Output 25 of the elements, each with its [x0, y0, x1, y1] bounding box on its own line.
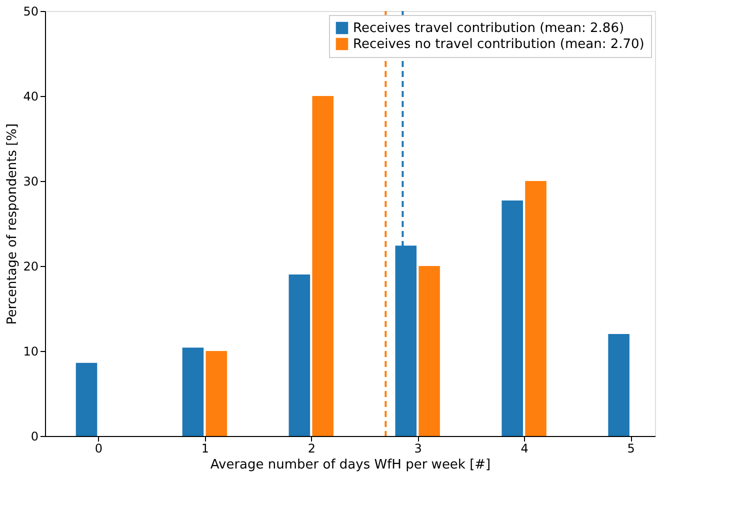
x-tick-label: 2 [308, 442, 316, 456]
x-axis-title: Average number of days WfH per week [#] [210, 458, 491, 472]
x-tick-label: 4 [520, 442, 528, 456]
bar [418, 266, 440, 436]
bar [182, 348, 204, 436]
bar [206, 351, 228, 436]
x-tick-label: 3 [414, 442, 422, 456]
x-tick-label: 1 [201, 442, 210, 456]
bar [288, 274, 310, 436]
bar [502, 200, 523, 436]
bar [76, 362, 98, 436]
y-tick-label: 40 [23, 90, 38, 104]
bar [525, 181, 546, 436]
legend-label: Receives no travel contribution (mean: 2.70) [353, 37, 644, 52]
y-tick-label: 50 [23, 4, 38, 18]
x-tick-label: 5 [627, 442, 635, 456]
y-tick-label: 0 [30, 430, 38, 444]
bar [608, 334, 630, 436]
x-tick-label: 0 [94, 442, 103, 456]
y-axis-title: Percentage of respondents [%] [5, 123, 20, 325]
legend-label: Receives travel contribution (mean: 2.86) [353, 21, 624, 36]
bar [312, 96, 334, 436]
y-tick-label: 30 [23, 174, 38, 188]
y-tick-label: 20 [23, 260, 38, 274]
y-tick-label: 10 [23, 344, 38, 358]
